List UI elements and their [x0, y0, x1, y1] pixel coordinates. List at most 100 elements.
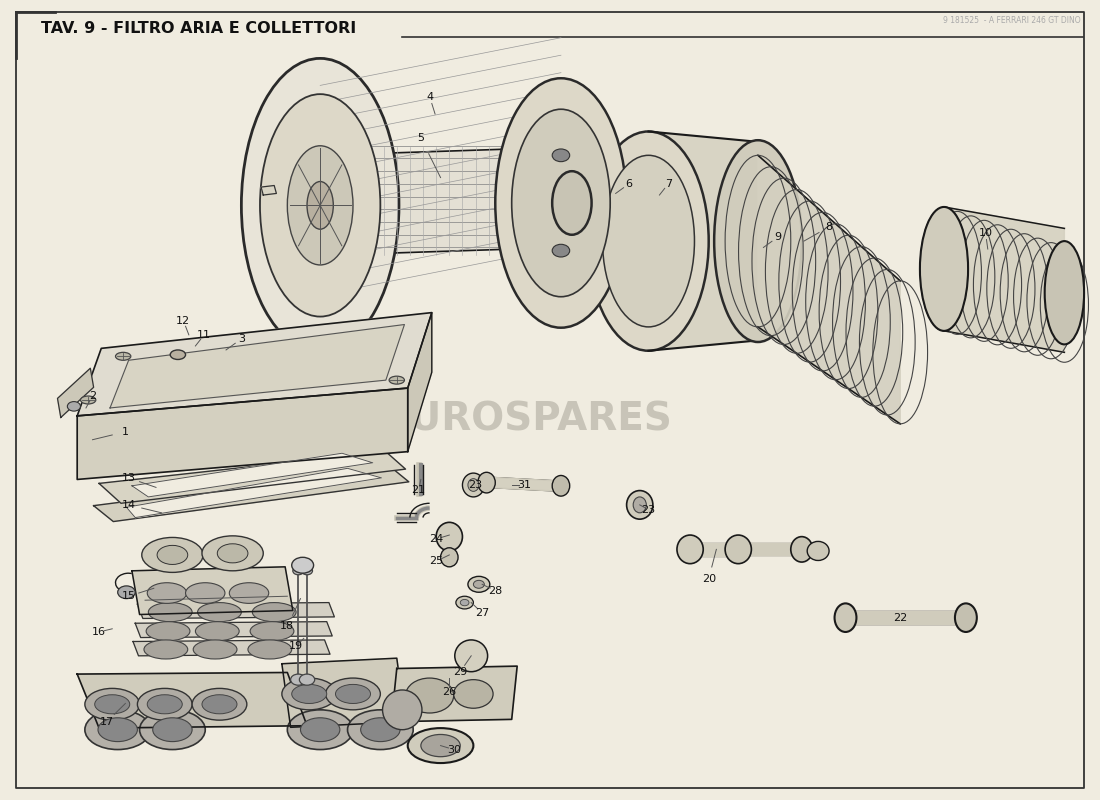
Text: 27: 27 — [475, 608, 490, 618]
Text: 29: 29 — [453, 666, 468, 677]
Ellipse shape — [301, 567, 312, 574]
Polygon shape — [846, 610, 966, 624]
Ellipse shape — [714, 140, 802, 342]
Text: 7: 7 — [664, 179, 672, 189]
Ellipse shape — [98, 718, 138, 742]
Ellipse shape — [202, 694, 236, 714]
Ellipse shape — [634, 497, 647, 513]
Ellipse shape — [67, 402, 80, 411]
Polygon shape — [77, 388, 408, 479]
Polygon shape — [690, 543, 738, 556]
Ellipse shape — [326, 678, 381, 710]
Ellipse shape — [80, 396, 96, 404]
Ellipse shape — [144, 640, 188, 659]
Ellipse shape — [142, 538, 204, 572]
Ellipse shape — [194, 640, 236, 659]
Ellipse shape — [468, 576, 490, 592]
Ellipse shape — [138, 688, 192, 720]
Ellipse shape — [477, 472, 495, 493]
Text: 22: 22 — [893, 614, 907, 623]
Ellipse shape — [248, 640, 292, 659]
Text: 9 181525  - A FERRARI 246 GT DINO: 9 181525 - A FERRARI 246 GT DINO — [943, 16, 1081, 25]
Polygon shape — [94, 467, 409, 522]
Ellipse shape — [153, 718, 192, 742]
Ellipse shape — [676, 535, 703, 564]
Text: 23: 23 — [469, 480, 483, 490]
Ellipse shape — [468, 478, 478, 491]
Text: 1: 1 — [122, 426, 129, 437]
Polygon shape — [133, 640, 330, 656]
Text: 4: 4 — [426, 91, 433, 102]
Ellipse shape — [473, 580, 484, 588]
Text: 20: 20 — [702, 574, 716, 584]
Ellipse shape — [202, 536, 263, 571]
Ellipse shape — [588, 131, 708, 350]
Ellipse shape — [252, 602, 296, 622]
Text: 10: 10 — [979, 228, 992, 238]
Ellipse shape — [627, 490, 653, 519]
Ellipse shape — [835, 603, 857, 632]
Ellipse shape — [454, 640, 487, 672]
Ellipse shape — [552, 244, 570, 257]
Ellipse shape — [307, 182, 333, 229]
Ellipse shape — [552, 149, 570, 162]
Ellipse shape — [95, 694, 130, 714]
Text: 24: 24 — [429, 534, 443, 544]
Ellipse shape — [383, 690, 422, 730]
Text: 8: 8 — [825, 222, 833, 232]
Ellipse shape — [300, 718, 340, 742]
Polygon shape — [110, 325, 405, 408]
Ellipse shape — [453, 680, 493, 708]
Ellipse shape — [116, 352, 131, 360]
Ellipse shape — [198, 602, 241, 622]
Ellipse shape — [460, 599, 469, 606]
Ellipse shape — [807, 542, 829, 561]
Ellipse shape — [148, 602, 192, 622]
Polygon shape — [408, 313, 432, 452]
Polygon shape — [135, 622, 332, 638]
Ellipse shape — [293, 567, 304, 574]
Polygon shape — [282, 658, 406, 727]
Ellipse shape — [406, 678, 453, 713]
Polygon shape — [738, 543, 802, 555]
Text: 6: 6 — [625, 179, 632, 189]
Text: 26: 26 — [442, 687, 456, 698]
Text: 9: 9 — [774, 232, 781, 242]
Ellipse shape — [552, 171, 592, 234]
Text: 12: 12 — [176, 315, 190, 326]
Ellipse shape — [290, 674, 306, 686]
Ellipse shape — [455, 596, 473, 609]
Ellipse shape — [361, 718, 400, 742]
Text: 25: 25 — [429, 556, 443, 566]
Ellipse shape — [192, 688, 246, 720]
Text: 5: 5 — [417, 133, 425, 143]
Text: 16: 16 — [92, 627, 106, 637]
Text: 15: 15 — [122, 591, 135, 602]
Ellipse shape — [260, 94, 381, 317]
Ellipse shape — [292, 558, 313, 573]
Polygon shape — [138, 602, 334, 618]
Ellipse shape — [292, 685, 327, 703]
Ellipse shape — [157, 546, 188, 565]
Ellipse shape — [229, 582, 268, 603]
Ellipse shape — [250, 622, 294, 641]
Polygon shape — [57, 368, 94, 418]
Polygon shape — [944, 207, 1065, 352]
Ellipse shape — [725, 535, 751, 564]
Ellipse shape — [287, 710, 353, 750]
Ellipse shape — [282, 678, 337, 710]
Polygon shape — [126, 468, 382, 518]
Ellipse shape — [955, 603, 977, 632]
Text: 2: 2 — [89, 391, 96, 401]
Polygon shape — [99, 452, 406, 503]
Text: 14: 14 — [122, 500, 135, 510]
Ellipse shape — [147, 694, 183, 714]
Polygon shape — [77, 313, 432, 416]
Text: TAV. 9 - FILTRO ARIA E COLLETTORI: TAV. 9 - FILTRO ARIA E COLLETTORI — [41, 21, 356, 36]
Text: 11: 11 — [197, 330, 211, 340]
Ellipse shape — [140, 710, 206, 750]
Text: 31: 31 — [517, 480, 530, 490]
Text: 19: 19 — [289, 642, 304, 651]
Polygon shape — [320, 147, 561, 255]
Polygon shape — [486, 477, 561, 491]
